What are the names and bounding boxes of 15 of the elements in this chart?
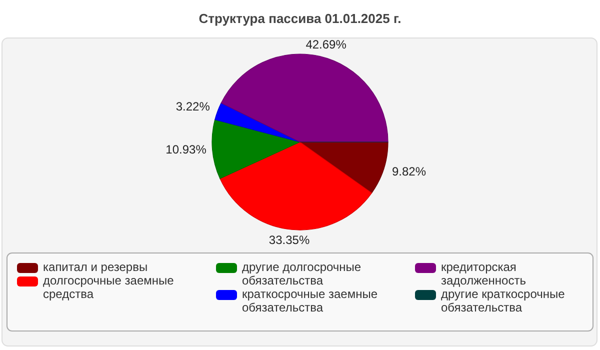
pie-slice [220,142,372,230]
pie-slice [212,119,300,179]
legend-label: краткосрочные заемные обязательства [242,287,378,315]
pie-slice [220,54,388,142]
legend-label: другие краткосрочные обязательства [441,287,566,315]
data-label: 33.35% [268,233,310,248]
data-label: 42.69% [306,37,347,52]
legend-label: капитал и резервы [43,260,148,274]
pie-slice [300,142,388,194]
data-label: 9.82% [392,164,426,178]
data-label: 3.22% [176,99,210,114]
pie-slice [214,102,300,142]
data-label: 10.93% [166,142,207,157]
legend-label: долгосрочные заемные средства [43,274,174,302]
chart-title: Структура пассива 01.01.2025 г. [198,11,402,26]
